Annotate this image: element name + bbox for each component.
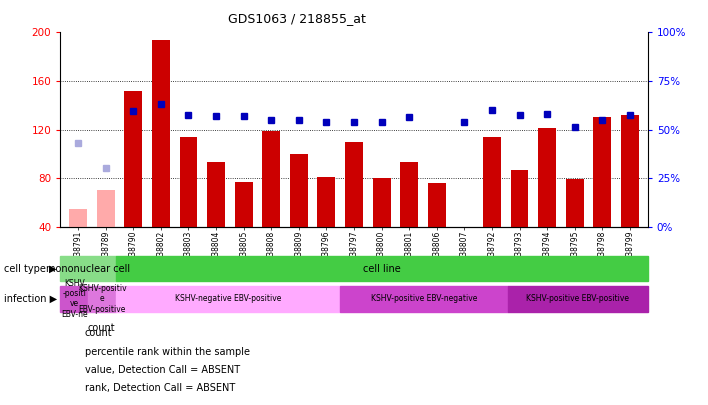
Bar — [60, 286, 88, 312]
Text: rank, Detection Call = ABSENT: rank, Detection Call = ABSENT — [85, 383, 235, 393]
Text: KSHV-positive EBV-positive: KSHV-positive EBV-positive — [526, 294, 629, 303]
Bar — [508, 286, 648, 312]
Bar — [152, 40, 170, 227]
Text: KSHV-negative EBV-positive: KSHV-negative EBV-positive — [175, 294, 281, 303]
Bar — [207, 162, 225, 227]
Bar — [180, 137, 198, 227]
Text: cell line: cell line — [363, 264, 401, 274]
Bar — [69, 209, 87, 227]
Text: count: count — [87, 323, 115, 333]
Bar — [125, 91, 142, 227]
Text: KSHV-positive EBV-negative: KSHV-positive EBV-negative — [371, 294, 477, 303]
Bar — [593, 117, 611, 227]
Bar — [428, 183, 446, 227]
Text: cell type ▶: cell type ▶ — [4, 264, 57, 274]
Bar — [510, 170, 528, 227]
Bar — [372, 178, 391, 227]
Bar — [116, 286, 340, 312]
Bar — [317, 177, 336, 227]
Bar — [538, 128, 556, 227]
Bar — [234, 182, 253, 227]
Bar — [566, 179, 583, 227]
Bar — [400, 162, 418, 227]
Bar — [483, 137, 501, 227]
Text: percentile rank within the sample: percentile rank within the sample — [85, 347, 250, 356]
Text: KSHV
-positi
ve
EBV-ne: KSHV -positi ve EBV-ne — [61, 279, 88, 319]
Bar — [262, 131, 280, 227]
Bar — [340, 286, 508, 312]
Text: count: count — [85, 328, 113, 338]
Bar — [97, 190, 115, 227]
Text: infection ▶: infection ▶ — [4, 294, 57, 303]
Text: GDS1063 / 218855_at: GDS1063 / 218855_at — [229, 12, 366, 25]
Bar — [621, 115, 639, 227]
Bar — [60, 256, 116, 281]
Bar — [290, 154, 308, 227]
Text: mononuclear cell: mononuclear cell — [46, 264, 130, 274]
Text: value, Detection Call = ABSENT: value, Detection Call = ABSENT — [85, 365, 240, 375]
Bar — [88, 286, 116, 312]
Bar — [345, 142, 363, 227]
Text: KSHV-positiv
e
EBV-positive: KSHV-positiv e EBV-positive — [78, 284, 127, 313]
